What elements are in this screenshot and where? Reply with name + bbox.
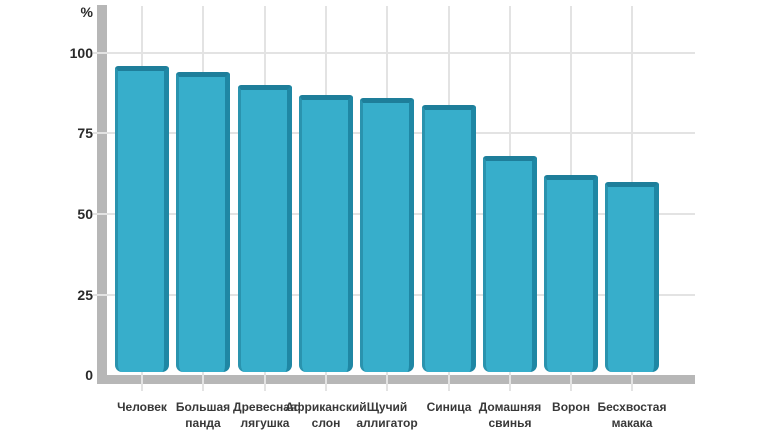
x-axis-bar <box>97 375 695 384</box>
bar-4 <box>299 95 353 372</box>
bar-2 <box>176 72 230 372</box>
x-axis-label: Домашняя свинья <box>450 399 570 431</box>
x-axis-label-line: Домашняя <box>478 400 542 414</box>
y-tick-label: 0 <box>85 367 93 383</box>
gridline-horizontal <box>93 52 695 54</box>
bar-7 <box>483 156 537 372</box>
y-axis-unit-label: % <box>80 4 93 20</box>
x-axis-label: Синица <box>389 399 509 415</box>
x-axis-label: Большая панда <box>143 399 263 431</box>
y-tick-label: 75 <box>77 125 93 141</box>
x-axis-label-line: Щучий <box>366 400 408 414</box>
x-axis-label-line: Древесная <box>233 400 297 414</box>
x-axis-label: Человек <box>82 399 202 415</box>
x-axis-label-line: Человек <box>117 400 167 414</box>
x-axis-label-line: Синица <box>426 400 472 414</box>
x-axis-label-line: Бесхвостая <box>597 400 667 414</box>
x-axis-label: Бесхвостая макака <box>572 399 692 431</box>
bar-5 <box>360 98 414 372</box>
y-axis-bar <box>97 5 107 384</box>
bar-8 <box>544 175 598 372</box>
x-axis-label-line: панда <box>185 416 221 430</box>
bar-3 <box>238 85 292 372</box>
x-axis-label-line: лягушка <box>240 416 290 430</box>
x-axis-label: Ворон <box>511 399 631 415</box>
x-axis-label: Щучий аллигатор <box>327 399 447 431</box>
y-tick-label: 50 <box>77 206 93 222</box>
x-axis-label: Древесная лягушка <box>205 399 325 431</box>
bar-6 <box>422 105 476 372</box>
x-axis-label-line: Африканский <box>285 400 367 414</box>
y-tick-label: 100 <box>69 45 93 61</box>
x-axis-label-line: Ворон <box>552 400 590 414</box>
x-axis-label: Африканский слон <box>266 399 386 431</box>
x-axis-label-line: Большая <box>175 400 231 414</box>
bar-9 <box>605 182 659 372</box>
x-axis-label-line: слон <box>311 416 341 430</box>
y-tick-label: 25 <box>77 287 93 303</box>
x-axis-label-line: аллигатор <box>356 416 418 430</box>
bar-1 <box>115 66 169 372</box>
x-axis-label-line: макака <box>611 416 653 430</box>
x-axis-label-line: свинья <box>488 416 532 430</box>
